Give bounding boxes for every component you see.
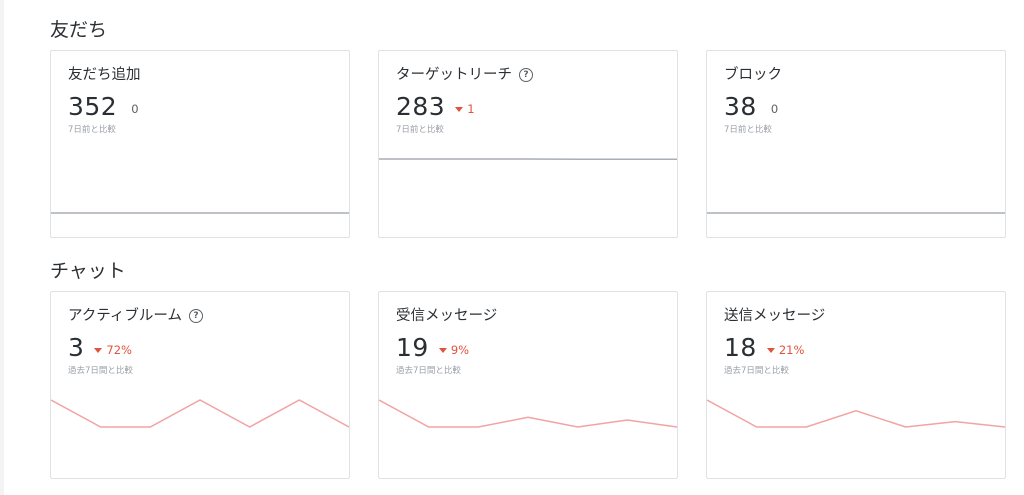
card-sent-messages[interactable]: 送信メッセージ 18 21% 過去7日間と比較 xyxy=(706,291,1006,479)
delta-badge: 72% xyxy=(94,343,132,357)
delta-badge: 0 xyxy=(771,102,778,116)
comparison-caption: 過去7日間と比較 xyxy=(396,366,461,376)
card-title: アクティブルーム ? xyxy=(68,306,203,326)
card-title-label: 送信メッセージ xyxy=(724,308,826,324)
sparkline xyxy=(51,212,349,214)
left-rule xyxy=(0,0,4,495)
section-title-chat: チャット xyxy=(50,260,126,282)
sparkline xyxy=(707,399,1005,428)
value-row: 19 9% xyxy=(396,332,469,364)
card-title-label: 友だち追加 xyxy=(68,67,141,83)
value-row: 352 0 xyxy=(68,91,139,123)
comparison-caption: 過去7日間と比較 xyxy=(724,366,789,376)
delta-value: 1 xyxy=(467,102,475,116)
delta-value: 0 xyxy=(770,102,779,116)
comparison-caption: 7日前と比較 xyxy=(68,125,116,135)
caret-down-icon xyxy=(766,347,775,353)
delta-value: 9% xyxy=(450,343,470,357)
delta-value: 21% xyxy=(778,343,805,357)
sparkline-series xyxy=(379,399,677,428)
card-title: ブロック xyxy=(724,65,782,85)
sparkline xyxy=(707,212,1005,214)
delta-badge: 9% xyxy=(438,343,470,357)
card-title: 受信メッセージ xyxy=(396,306,497,326)
metric-value: 38 xyxy=(724,92,757,121)
card-target-reach[interactable]: ターゲットリーチ ? 283 1 7日前と比較 xyxy=(378,50,678,238)
card-blocks[interactable]: ブロック 38 0 7日前と比較 xyxy=(706,50,1006,238)
metric-value: 283 xyxy=(396,92,446,121)
metric-value: 3 xyxy=(68,333,85,362)
card-title-label: アクティブルーム xyxy=(68,308,182,324)
help-circle-icon[interactable]: ? xyxy=(519,68,533,82)
delta-value: 72% xyxy=(106,343,132,357)
card-title: 送信メッセージ xyxy=(724,306,825,326)
delta-badge: 1 xyxy=(455,102,475,116)
card-title-label: ブロック xyxy=(724,67,782,83)
caret-down-icon xyxy=(455,106,464,112)
metric-value: 18 xyxy=(724,333,757,362)
card-active-rooms[interactable]: アクティブルーム ? 3 72% 過去7日間と比較 xyxy=(50,291,350,479)
comparison-caption: 過去7日間と比較 xyxy=(68,366,133,376)
metric-value: 352 xyxy=(68,92,118,121)
card-friends-added[interactable]: 友だち追加 352 0 7日前と比較 xyxy=(50,50,350,238)
caret-down-icon xyxy=(94,347,103,353)
sparkline-series xyxy=(51,399,349,428)
comparison-caption: 7日前と比較 xyxy=(396,125,444,135)
section-title-friends: 友だち xyxy=(50,19,108,41)
value-row: 3 72% xyxy=(68,332,132,364)
delta-badge: 21% xyxy=(766,343,805,357)
card-title: 友だち追加 xyxy=(68,65,141,85)
sparkline xyxy=(379,158,677,160)
caret-down-icon xyxy=(438,347,447,353)
delta-badge: 0 xyxy=(131,102,138,116)
sparkline xyxy=(51,399,349,428)
sparkline-series xyxy=(707,399,1005,428)
comparison-caption: 7日前と比較 xyxy=(724,125,772,135)
value-row: 283 1 xyxy=(396,91,475,123)
card-title-label: 受信メッセージ xyxy=(396,308,498,324)
value-row: 38 0 xyxy=(724,91,778,123)
metric-value: 19 xyxy=(396,333,429,362)
card-title-label: ターゲットリーチ xyxy=(396,67,512,83)
delta-value: 0 xyxy=(131,102,139,116)
card-received-messages[interactable]: 受信メッセージ 19 9% 過去7日間と比較 xyxy=(378,291,678,479)
card-title: ターゲットリーチ ? xyxy=(396,65,533,85)
help-circle-icon[interactable]: ? xyxy=(188,309,203,323)
sparkline xyxy=(379,399,677,428)
value-row: 18 21% xyxy=(724,332,804,364)
